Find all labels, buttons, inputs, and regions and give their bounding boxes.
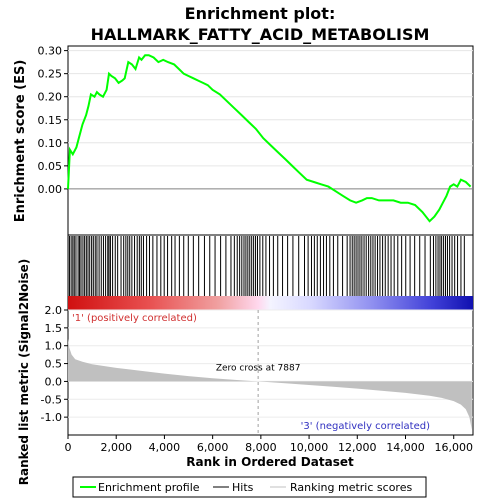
- zero-cross-label: Zero cross at 7887: [216, 364, 301, 374]
- chart-title-line2: HALLMARK_FATTY_ACID_METABOLISM: [91, 25, 430, 44]
- ranking-metric-area: [68, 338, 472, 430]
- legend-ranking-label: Ranking metric scores: [290, 481, 412, 494]
- rank-y-tick-label: 0.5: [45, 358, 63, 371]
- es-y-tick-label: 0.15: [38, 114, 63, 127]
- negative-correlation-label: '3' (negatively correlated): [301, 421, 430, 432]
- es-y-axis-label: Enrichment score (ES): [13, 60, 28, 223]
- rank-heatmap-bar: [68, 296, 473, 310]
- enrichment-profile-line: [67, 54, 472, 223]
- x-tick-label: 2,000: [100, 441, 132, 454]
- es-y-tick-label: 0.30: [38, 45, 63, 58]
- x-tick-label: 12,000: [338, 441, 377, 454]
- es-panel-gridlines: [68, 50, 473, 190]
- es-y-tick-label: 0.05: [38, 160, 63, 173]
- x-tick-label: 6,000: [197, 441, 229, 454]
- chart-title-line1: Enrichment plot:: [185, 4, 336, 23]
- x-tick-label: 16,000: [434, 441, 473, 454]
- x-axis: 0 2,000 4,000 6,000 8,000 10,000 12,000 14,000 1…: [65, 435, 473, 454]
- es-panel-frame: [67, 45, 474, 236]
- x-tick-label: 4,000: [149, 441, 181, 454]
- rank-y-tick-label: -0.5: [41, 393, 62, 406]
- es-y-tick-label: 0.10: [38, 137, 63, 150]
- legend-hits-label: Hits: [232, 481, 254, 494]
- hits-panel: [68, 236, 465, 296]
- rank-y-tick-label: 1.0: [45, 340, 63, 353]
- es-panel-y-axis: 0.00 0.05 0.10 0.15 0.20 0.25 0.30: [38, 45, 68, 196]
- es-y-tick-label: 0.20: [38, 91, 63, 104]
- x-tick-label: 0: [65, 441, 72, 454]
- rank-y-tick-label: -1.0: [41, 411, 62, 424]
- rank-panel-y-axis: -1.0 -0.5 0.0 0.5 1.0 1.5 2.0: [41, 304, 68, 424]
- es-y-tick-label: 0.00: [38, 183, 63, 196]
- rank-y-axis-label: Ranked list metric (Signal2Noise): [17, 259, 31, 486]
- x-axis-label: Rank in Ordered Dataset: [186, 455, 354, 469]
- positive-correlation-label: '1' (positively correlated): [72, 313, 197, 324]
- x-tick-label: 10,000: [290, 441, 329, 454]
- rank-y-tick-label: 1.5: [45, 322, 63, 335]
- x-tick-label: 14,000: [386, 441, 425, 454]
- x-tick-label: 8,000: [245, 441, 277, 454]
- rank-y-tick-label: 2.0: [45, 304, 63, 317]
- es-y-tick-label: 0.25: [38, 68, 63, 81]
- legend-enrichment-label: Enrichment profile: [98, 481, 200, 494]
- legend-box: [72, 476, 427, 498]
- rank-y-tick-label: 0.0: [45, 375, 63, 388]
